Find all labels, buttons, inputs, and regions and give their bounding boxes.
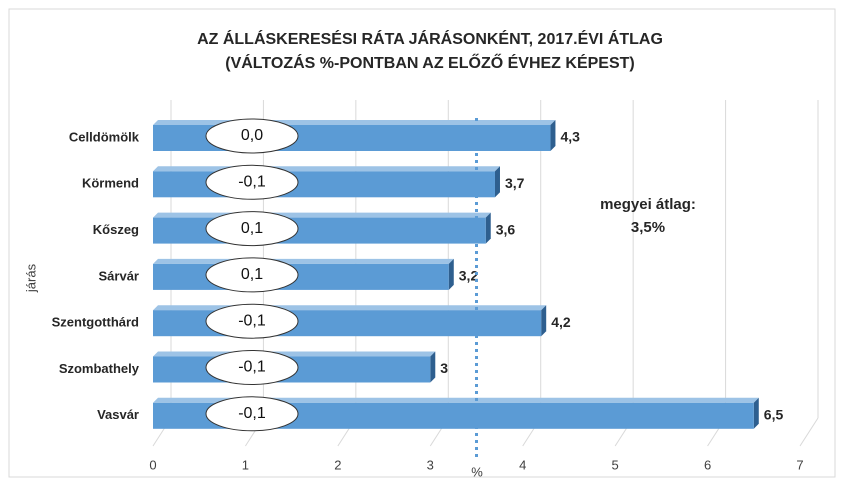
x-tick-label: 2 <box>334 457 341 472</box>
change-label: -0,1 <box>238 312 266 329</box>
x-tick-label: 0 <box>149 457 156 472</box>
y-tick-label: Szombathely <box>59 361 140 376</box>
change-label: -0,1 <box>238 174 266 191</box>
x-axis-label: % <box>471 464 483 479</box>
x-tick-label: 4 <box>519 457 526 472</box>
change-ellipse <box>205 211 299 247</box>
y-tick-label: Celldömölk <box>69 129 140 144</box>
x-tick-label: 1 <box>242 457 249 472</box>
change-label: 0,0 <box>241 127 263 144</box>
change-ellipse <box>205 118 299 154</box>
data-label: 4,3 <box>560 129 580 145</box>
y-tick-label: Vasvár <box>97 407 139 422</box>
data-label: 3,7 <box>505 175 525 191</box>
bar-top <box>153 305 547 311</box>
bar <box>153 171 495 198</box>
chart-subtitle: (VÁLTOZÁS %-PONTBAN AZ ELŐZŐ ÉVHEZ KÉPES… <box>225 53 635 72</box>
x-tick-label: 6 <box>704 457 711 472</box>
y-tick-label: Körmend <box>82 176 139 191</box>
data-label: 4,2 <box>551 314 571 330</box>
y-tick-label: Szentgotthárd <box>52 315 139 330</box>
bar-top <box>153 258 454 264</box>
x-tick-label: 7 <box>796 457 803 472</box>
bar-top <box>153 120 556 125</box>
change-ellipse <box>205 164 299 200</box>
change-ellipse <box>205 257 299 293</box>
x-tick-label: 3 <box>427 457 434 472</box>
chart-title: AZ ÁLLÁSKERESÉSI RÁTA JÁRÁSONKÉNT, 2017.… <box>197 29 663 48</box>
bar-side <box>485 212 491 244</box>
bar-side <box>430 351 436 383</box>
y-tick-label: Kőszeg <box>93 222 139 237</box>
change-label: 0,1 <box>241 220 263 237</box>
bar-side <box>550 120 556 151</box>
bar-top <box>153 397 759 403</box>
change-label: -0,1 <box>238 359 266 376</box>
x-tick-label: 5 <box>612 457 619 472</box>
bar-side <box>541 305 547 337</box>
average-label: megyei átlag: <box>600 196 696 213</box>
y-axis-label: járás <box>23 263 38 293</box>
change-ellipse <box>205 303 299 339</box>
change-label: -0,1 <box>238 405 266 422</box>
bar-side <box>494 166 500 198</box>
grid-line <box>799 417 819 447</box>
bar-side <box>448 258 454 290</box>
bar <box>153 217 486 244</box>
data-label: 3 <box>440 360 448 376</box>
data-label: 3,6 <box>496 221 516 237</box>
data-label: 6,5 <box>764 407 784 423</box>
bar-top <box>153 166 500 172</box>
bar-side <box>753 397 759 429</box>
bar-top <box>153 212 491 218</box>
change-ellipse <box>205 350 299 385</box>
data-label: 3,2 <box>459 268 479 284</box>
y-tick-label: Sárvár <box>99 268 139 283</box>
bar-top <box>153 351 436 357</box>
change-ellipse <box>205 396 299 432</box>
average-label: 3,5% <box>631 219 665 236</box>
change-label: 0,1 <box>241 266 263 283</box>
bar <box>153 263 449 290</box>
